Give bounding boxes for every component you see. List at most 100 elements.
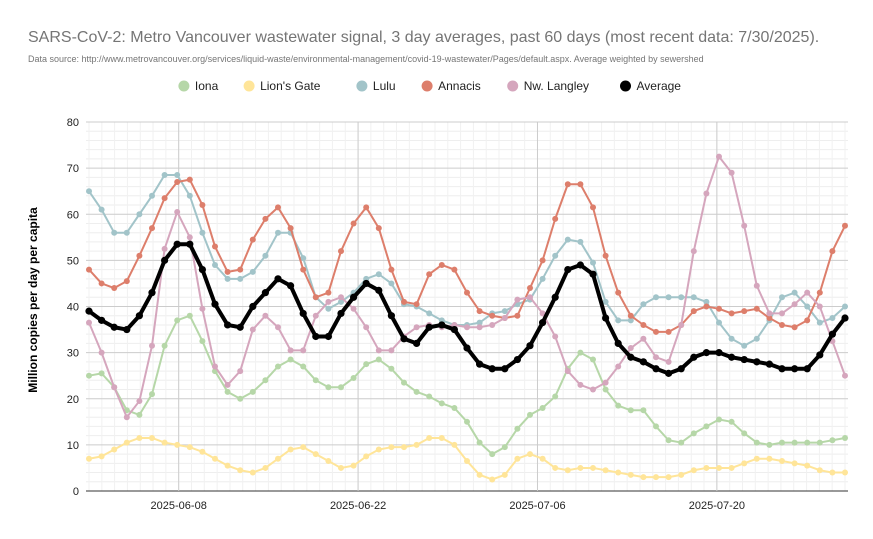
data-point-nw-langley xyxy=(300,347,307,354)
data-point-lion-s-gate xyxy=(249,469,256,476)
data-point-average xyxy=(299,309,307,318)
series-layer xyxy=(85,153,849,483)
data-point-lulu xyxy=(829,315,836,322)
data-point-average xyxy=(198,266,206,274)
data-point-nw-langley xyxy=(640,335,647,342)
legend-item-annacis[interactable]: Annacis xyxy=(421,79,481,93)
data-point-nw-langley xyxy=(842,372,848,379)
data-point-average xyxy=(690,353,698,361)
data-point-lulu xyxy=(476,319,483,326)
data-point-iona xyxy=(766,441,773,448)
data-point-iona xyxy=(451,404,458,411)
data-point-lulu xyxy=(804,303,811,310)
data-point-lion-s-gate xyxy=(779,458,785,465)
data-point-lulu xyxy=(564,236,571,243)
data-point-nw-langley xyxy=(552,333,559,340)
legend-label-iona: Iona xyxy=(195,79,219,93)
data-point-lulu xyxy=(86,188,92,195)
data-point-iona xyxy=(577,349,584,356)
data-point-annacis xyxy=(312,294,319,301)
data-point-iona xyxy=(703,423,710,430)
data-point-average xyxy=(375,286,383,294)
data-point-lion-s-gate xyxy=(489,476,496,483)
data-point-lulu xyxy=(539,275,546,282)
data-point-average xyxy=(274,275,282,283)
data-point-lion-s-gate xyxy=(753,455,760,462)
data-point-average xyxy=(816,351,824,359)
data-point-lion-s-gate xyxy=(426,434,433,441)
data-point-average xyxy=(715,349,723,357)
data-point-nw-langley xyxy=(287,347,294,354)
data-point-iona xyxy=(325,384,332,391)
data-point-lulu xyxy=(753,335,760,342)
series-lion-s-gate xyxy=(86,434,848,483)
x-tick-label: 2025-07-06 xyxy=(509,500,565,512)
data-point-lion-s-gate xyxy=(338,464,344,471)
data-point-lulu xyxy=(728,335,735,342)
legend-item-lulu[interactable]: Lulu xyxy=(356,79,396,93)
data-point-lulu xyxy=(703,298,710,305)
y-tick-label: 30 xyxy=(67,348,79,360)
data-point-nw-langley xyxy=(136,398,143,405)
data-point-annacis xyxy=(224,268,231,275)
data-point-annacis xyxy=(199,202,206,209)
data-point-annacis xyxy=(766,315,773,322)
data-point-annacis xyxy=(136,252,143,259)
legend-label-average: Average xyxy=(637,79,682,93)
data-point-lion-s-gate xyxy=(300,444,307,451)
data-point-lulu xyxy=(590,259,596,266)
data-point-lion-s-gate xyxy=(237,467,244,474)
data-point-annacis xyxy=(753,305,760,312)
legend-item-nw-langley[interactable]: Nw. Langley xyxy=(507,79,589,93)
data-point-nw-langley xyxy=(577,381,584,388)
data-point-iona xyxy=(262,377,269,384)
data-point-lion-s-gate xyxy=(123,439,130,446)
data-point-annacis xyxy=(716,305,722,312)
data-point-lion-s-gate xyxy=(816,467,823,474)
data-point-lion-s-gate xyxy=(514,455,521,462)
data-point-annacis xyxy=(804,317,811,324)
data-point-lulu xyxy=(300,255,307,262)
data-point-annacis xyxy=(653,328,659,335)
legend-item-lion-s-gate[interactable]: Lion's Gate xyxy=(243,79,321,93)
data-point-lion-s-gate xyxy=(476,471,483,478)
y-tick-label: 60 xyxy=(67,209,79,221)
data-point-iona xyxy=(527,411,533,418)
data-point-nw-langley xyxy=(476,324,483,331)
data-point-lulu xyxy=(199,229,206,236)
data-point-iona xyxy=(237,395,244,402)
data-point-nw-langley xyxy=(312,312,319,319)
data-point-lulu xyxy=(816,319,823,326)
data-point-nw-langley xyxy=(237,368,244,375)
legend-marker-annacis xyxy=(421,80,433,92)
data-point-lion-s-gate xyxy=(375,446,382,453)
data-point-average xyxy=(249,302,257,311)
data-point-average xyxy=(501,365,509,373)
data-point-annacis xyxy=(539,257,546,264)
data-point-iona xyxy=(678,439,685,446)
data-point-nw-langley xyxy=(325,298,332,305)
legend-item-average[interactable]: Average xyxy=(620,79,681,93)
data-point-lulu xyxy=(842,303,848,310)
data-point-iona xyxy=(413,388,420,395)
data-point-average xyxy=(803,365,811,373)
data-point-iona xyxy=(552,393,559,400)
data-point-iona xyxy=(690,430,697,437)
data-point-lulu xyxy=(791,289,798,296)
data-point-average xyxy=(791,365,799,373)
legend-item-iona[interactable]: Iona xyxy=(178,79,219,93)
data-point-nw-langley xyxy=(413,324,420,331)
data-point-nw-langley xyxy=(199,305,206,312)
data-point-average xyxy=(539,319,547,327)
data-point-lulu xyxy=(552,252,559,259)
data-point-lulu xyxy=(665,294,672,301)
data-point-nw-langley xyxy=(174,208,181,215)
data-point-lulu xyxy=(111,229,118,236)
data-point-nw-langley xyxy=(615,363,622,370)
data-point-lion-s-gate xyxy=(186,444,193,451)
data-point-iona xyxy=(149,391,155,398)
data-point-lion-s-gate xyxy=(161,439,168,446)
data-point-iona xyxy=(539,404,546,411)
data-point-nw-langley xyxy=(123,414,130,421)
x-tick-label: 2025-06-22 xyxy=(330,500,386,512)
